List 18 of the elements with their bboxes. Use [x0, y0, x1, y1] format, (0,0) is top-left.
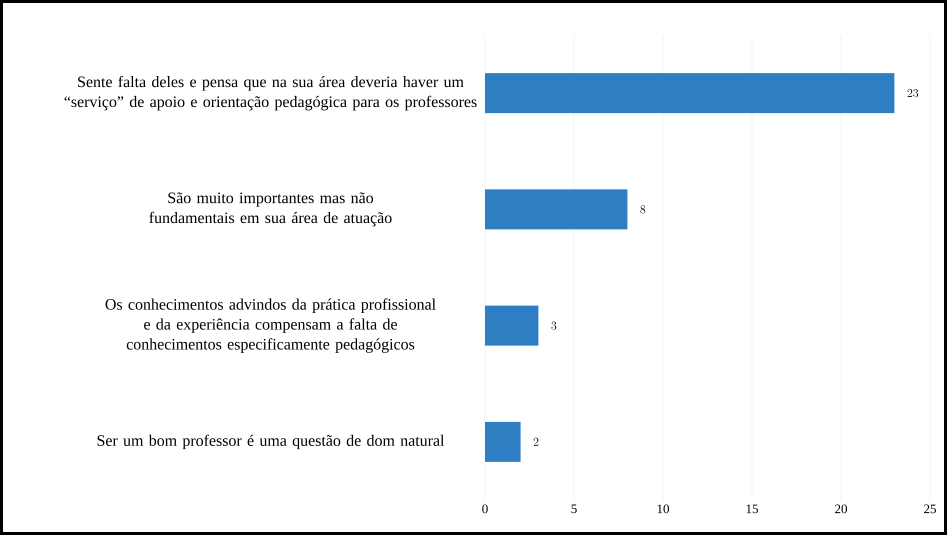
bar: [485, 306, 538, 346]
data-label: 3: [551, 322, 556, 330]
y-tick-label: Sente falta deles e pensa que na sua área deveria haver um “serviço” de apoio e orientação pedagógica para os professores: [64, 76, 477, 110]
x-tick-label: 5: [572, 504, 577, 514]
x-tick-label: 25: [924, 504, 936, 514]
x-tick-label: 0: [482, 504, 488, 514]
bar: [485, 422, 521, 462]
y-tick-label: Os conhecimentos advindos da prática profissional e da experiência compensam a falta de conhecimentos especificamente pedagógicos: [106, 298, 436, 353]
x-tick-label: 15: [746, 504, 758, 514]
y-tick-label: Ser um bom professor é uma questão de dom natural: [98, 434, 444, 450]
bar: [485, 189, 628, 230]
y-tick-label: São muito importantes mas não fundamentais em sua área de atuação: [149, 192, 392, 226]
x-tick-label: 10: [658, 504, 669, 514]
data-label: 2: [534, 438, 538, 446]
data-label: 8: [640, 205, 646, 214]
data-label: 23: [908, 89, 918, 98]
bar: [485, 73, 894, 114]
x-tick-label: 20: [835, 504, 847, 514]
